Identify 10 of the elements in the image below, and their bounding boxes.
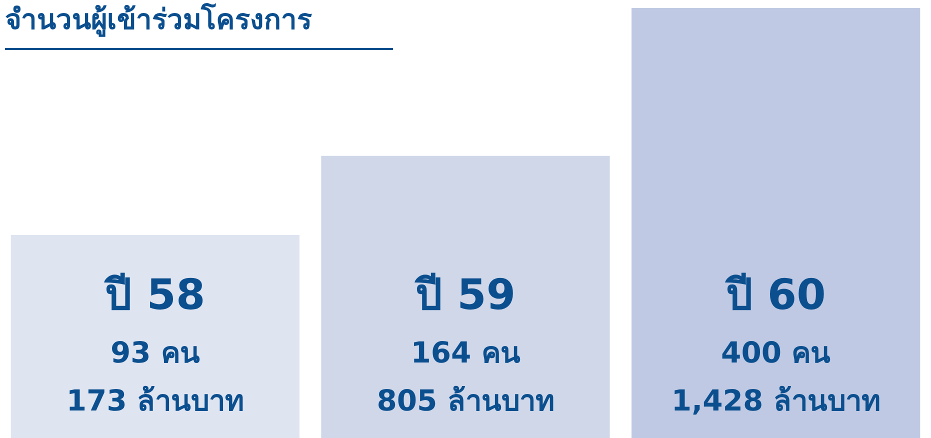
annotation: 164 คน bbox=[410, 336, 520, 370]
annotation: 1,428 ล้านบาท bbox=[671, 384, 880, 418]
x-tick-label: ปี 59 bbox=[414, 270, 516, 319]
annotation: 93 คน bbox=[110, 336, 200, 370]
x-tick-label: ปี 60 bbox=[724, 270, 826, 319]
annotation: 805 ล้านบาท bbox=[376, 384, 554, 418]
annotation: 173 ล้านบาท bbox=[66, 384, 244, 418]
annotation: 400 คน bbox=[721, 336, 831, 370]
chart-title: จำนวนผู้เข้าร่วมโครงการ bbox=[5, 0, 393, 50]
x-tick-label: ปี 58 bbox=[104, 270, 206, 319]
